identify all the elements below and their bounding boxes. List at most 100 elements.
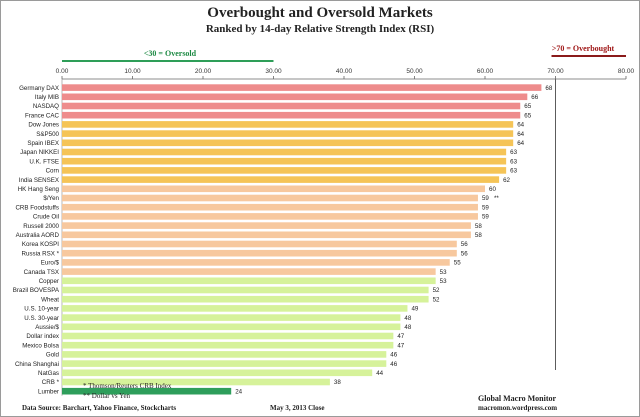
category-label: CRB * [42,379,60,386]
bar [62,323,401,331]
category-label: Russia RSX * [22,250,60,257]
data-label: 59 [482,204,489,211]
data-label: 65 [524,103,531,110]
data-label: 53 [440,269,447,276]
data-label: 46 [390,352,397,359]
bar [62,249,457,257]
data-label: 44 [376,370,383,377]
data-label: 66 [531,94,538,101]
bar [62,341,394,349]
x-tick-label: 50.00 [406,68,423,75]
data-label: 49 [411,306,418,313]
category-label: Japan NIKKEI [20,149,59,156]
data-label: 24 [235,388,242,395]
category-label: Brazil BOVESPA [13,287,60,294]
category-label: China Shanghai [15,361,59,368]
bar [62,360,387,367]
bar [62,157,507,165]
data-label: 60 [489,186,496,193]
bar [62,259,450,266]
data-label: 48 [404,315,411,322]
bar [62,139,514,147]
category-label: Russell 2000 [23,223,59,230]
bar [62,121,514,128]
data-label: 47 [397,333,404,340]
data-label: 53 [440,278,447,285]
bar [62,378,330,386]
data-label: 64 [517,140,524,147]
category-label: Germany DAX [19,85,59,92]
data-label: 47 [397,342,404,349]
overbought-zone-label: >70 = Overbought [551,44,615,53]
category-label: Dollar index [26,333,60,340]
bar [62,84,542,91]
bar [62,305,408,312]
data-label: 52 [433,287,440,294]
data-label: 64 [517,122,524,129]
bar [62,314,401,321]
x-tick-label: 30.00 [265,68,282,75]
data-label: 64 [517,131,524,138]
footnote-crb: * Thomson/Reuters CRB Index [83,382,172,390]
category-label: Italy MIB [35,94,59,101]
category-label: Gold [46,352,60,359]
data-sources: Data Source: Barchart, Yahoo Finance, St… [22,404,177,412]
category-label: U.S. 30-year [24,315,59,322]
bar [62,268,436,275]
x-tick-label: 60.00 [477,68,494,75]
data-label: 63 [510,149,517,156]
close-date: May 3, 2013 Close [270,404,325,412]
brand-name: Global Macro Monitor [478,394,557,403]
bar [62,231,471,239]
category-label: U.K. FTSE [29,158,59,165]
category-label: Copper [39,278,59,285]
bar [62,332,394,340]
category-label: Australia AORD [16,232,60,239]
data-label: 48 [404,324,411,331]
data-label: 68 [545,85,552,92]
bar [62,167,507,174]
bar [62,240,457,248]
bar [62,277,436,285]
x-tick-label: 80.00 [618,68,635,75]
chart-subtitle: Ranked by 14-day Relative Strength Index… [205,23,435,35]
category-label: Korea KOSPI [22,241,59,248]
bar [62,369,373,377]
bar [62,102,521,110]
data-label: 56 [461,241,468,248]
bar [62,148,507,156]
category-label: NatGas [38,370,59,377]
data-label: 52 [433,296,440,303]
bar [62,351,387,358]
category-label: France CAC [25,112,60,119]
category-label: Mexico Bolsa [22,342,59,349]
data-label: 63 [510,158,517,165]
brand-site: macromon.wordpress.com [478,404,558,412]
category-label: U.S. 10-year [24,306,59,313]
data-label: 38 [334,379,341,386]
oversold-zone-label: <30 = Oversold [143,49,197,58]
category-label: Crude Oil [33,214,59,221]
category-label: Lumber [38,388,59,395]
data-label: 65 [524,112,531,119]
category-label: Corn [46,168,60,175]
footnote-dollar-yen: ** Dollar vs Yen [83,392,131,400]
bar [62,130,514,137]
category-label: Dow Jones [28,122,59,129]
chart-title: Overbought and Oversold Markets [207,5,433,21]
data-label: 58 [475,223,482,230]
bar [62,387,232,395]
category-label: $/Yen [43,195,59,202]
bar [62,185,485,193]
category-label: Canada TSX [24,269,59,276]
data-label: 55 [454,260,461,267]
bar [62,194,478,202]
bar [62,111,521,119]
data-label: 63 [510,168,517,175]
data-label: 59 [482,195,489,202]
category-label: Aussie/$ [35,324,59,331]
bar [62,176,500,183]
category-label: S&P500 [36,131,59,138]
bar [62,286,429,294]
